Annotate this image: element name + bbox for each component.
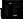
Legend: LiM$_x$Mn$_{1-x}$PO$_4$, LiMnPO$_4$: LiM$_x$Mn$_{1-x}$PO$_4$, LiMnPO$_4$ bbox=[16, 15, 23, 19]
Text: Figure 2: Figure 2 bbox=[0, 3, 23, 19]
Text: First Cycle    0.1C rate: First Cycle 0.1C rate bbox=[5, 3, 23, 19]
